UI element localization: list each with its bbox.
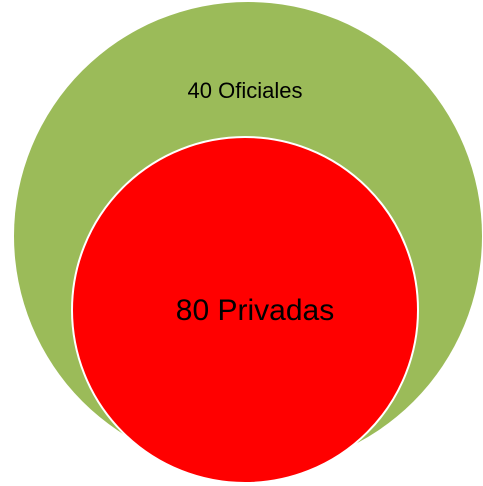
inner-label: 80 Privadas (176, 294, 334, 327)
outer-label: 40 Oficiales (188, 78, 303, 103)
inner-circle (71, 136, 419, 484)
